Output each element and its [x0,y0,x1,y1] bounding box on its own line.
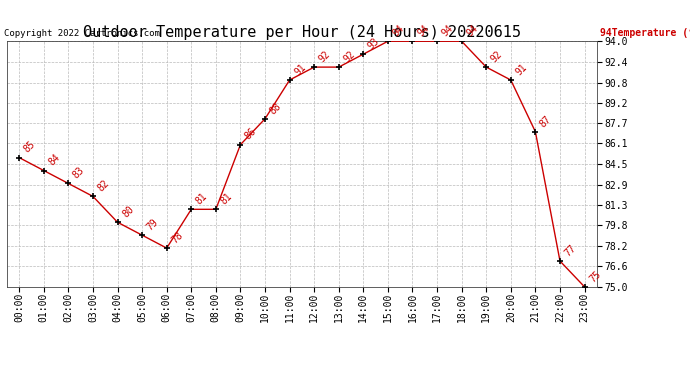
Text: 79: 79 [145,217,160,232]
Text: 94: 94 [440,23,455,39]
Text: 81: 81 [194,191,210,207]
Text: 78: 78 [170,230,185,245]
Title: Outdoor Temperature per Hour (24 Hours) 20220615: Outdoor Temperature per Hour (24 Hours) … [83,25,521,40]
Text: 87: 87 [538,114,553,129]
Text: 88: 88 [268,100,283,116]
Text: 83: 83 [71,165,86,181]
Text: 94: 94 [415,23,431,39]
Text: 91: 91 [293,62,308,77]
Text: 81: 81 [219,191,234,207]
Text: 94Temperature (°F): 94Temperature (°F) [600,28,690,38]
Text: 84: 84 [46,152,62,168]
Text: 86: 86 [243,126,259,142]
Text: Copyright 2022 Cartronics.com: Copyright 2022 Cartronics.com [4,28,160,38]
Text: 94: 94 [464,23,480,39]
Text: 94: 94 [391,23,406,39]
Text: 85: 85 [22,140,37,155]
Text: 92: 92 [342,49,357,64]
Text: 77: 77 [563,243,578,258]
Text: 91: 91 [513,62,529,77]
Text: 82: 82 [96,178,111,194]
Text: 75: 75 [587,269,603,284]
Text: 80: 80 [120,204,136,219]
Text: 93: 93 [366,36,382,51]
Text: 92: 92 [317,49,333,64]
Text: 92: 92 [489,49,504,64]
